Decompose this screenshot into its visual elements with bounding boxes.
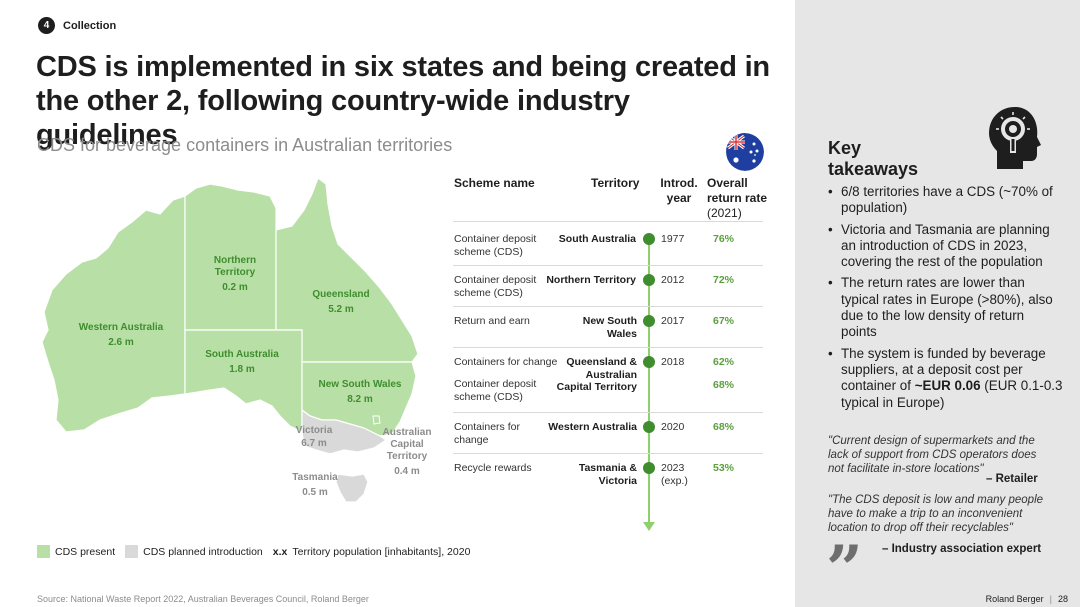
section-number: 4 [38, 17, 55, 34]
footer: Roland Berger | 28 [985, 594, 1068, 604]
header-year: Introd. year [660, 176, 698, 205]
header-rate: Overall return rate (2021) [707, 176, 768, 220]
legend-population: x.x Territory population [inhabitants], 2… [272, 545, 471, 558]
quote-mark-icon: ” [826, 532, 863, 607]
header-territory: Territory [591, 176, 640, 190]
takeaway-item: The return rates are lower than typical … [828, 275, 1063, 340]
timeline-dot [643, 315, 655, 327]
takeaways-title: Key takeaways [828, 138, 919, 179]
header-scheme: Scheme name [454, 176, 535, 190]
label-northern-territory: Northern Territory 0.2 m [213, 255, 257, 293]
label-south-australia: South Australia 1.8 m [205, 349, 279, 375]
quote-industry-source: – Industry association expert [882, 543, 1042, 555]
australia-map: Western Australia 2.6 m Northern Territor… [40, 170, 450, 510]
timeline-dot [643, 233, 655, 245]
timeline-dot [643, 462, 655, 474]
takeaway-item: 6/8 territories have a CDS (~70% of popu… [828, 184, 1063, 217]
map-tasmania [335, 473, 369, 503]
timeline-dot [643, 421, 655, 433]
timeline-dot [643, 274, 655, 286]
quote-industry: "The CDS deposit is low and many people … [828, 494, 1044, 534]
quote-retailer-source: – Retailer [986, 473, 1038, 485]
footer-brand: Roland Berger [985, 594, 1044, 604]
quote-retailer: "Current design of supermarkets and the … [828, 435, 1037, 475]
map-legend: CDS present CDS planned introduction x.x… [37, 545, 480, 558]
source-note: Source: National Waste Report 2022, Aust… [37, 594, 369, 604]
takeaways-list: 6/8 territories have a CDS (~70% of popu… [828, 184, 1063, 416]
legend-planned: CDS planned introduction [125, 545, 263, 558]
map-south-australia [184, 329, 303, 433]
label-act: Australian Capital Territory 0.4 m [382, 427, 432, 477]
legend-present: CDS present [37, 545, 115, 558]
label-queensland: Queensland 5.2 m [312, 289, 370, 315]
timeline-arrow [643, 522, 655, 531]
takeaway-item: The system is funded by beverage supplie… [828, 346, 1063, 411]
takeaway-item: Victoria and Tasmania are planning an in… [828, 222, 1063, 271]
section-label: Collection [63, 19, 117, 32]
timeline-line [648, 238, 650, 523]
page-title: CDS is implemented in six states and bei… [36, 51, 770, 151]
page-subtitle: CDS for beverage containers in Australia… [37, 135, 453, 155]
head-idea-icon [989, 107, 1041, 169]
label-western-australia: Western Australia 2.6 m [78, 322, 164, 348]
label-tasmania: Tasmania 0.5 m [292, 472, 338, 498]
map-western-australia [41, 195, 186, 433]
timeline-dot [643, 356, 655, 368]
label-victoria: Victoria 6.7 m [295, 425, 333, 449]
page-number: 28 [1057, 594, 1068, 604]
australia-flag-icon [726, 133, 764, 171]
label-new-south-wales: New South Wales 8.2 m [318, 379, 402, 405]
section-tag: 4 Collection [38, 17, 116, 34]
map-act [372, 415, 381, 425]
map-victoria [301, 408, 388, 455]
